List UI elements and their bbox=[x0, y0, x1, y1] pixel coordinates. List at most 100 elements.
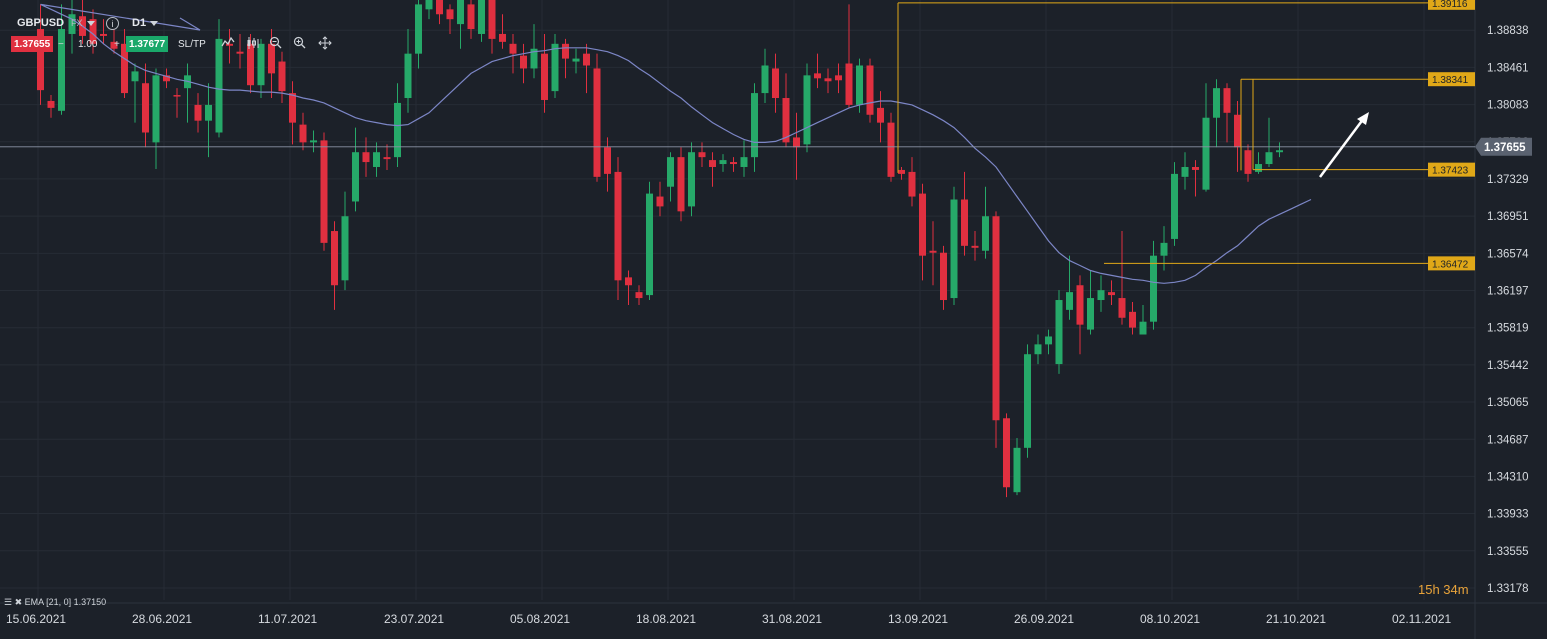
zoom-out-icon[interactable] bbox=[269, 36, 282, 52]
candle-body bbox=[1013, 447, 1021, 493]
level-label: 1.36472 bbox=[1432, 259, 1469, 270]
candle-body bbox=[352, 152, 359, 202]
candle-body bbox=[215, 38, 223, 133]
y-tick-label: 1.35819 bbox=[1487, 323, 1529, 335]
chevron-down-icon bbox=[150, 20, 159, 26]
candle-body bbox=[1276, 150, 1283, 153]
candle-body bbox=[436, 0, 443, 15]
candle-body bbox=[415, 4, 422, 54]
candle-body bbox=[142, 83, 149, 133]
candle-body bbox=[194, 104, 202, 121]
candle-body bbox=[667, 157, 674, 187]
candle-body bbox=[898, 169, 905, 174]
candle-body bbox=[677, 157, 685, 212]
candle-body bbox=[541, 53, 548, 100]
candle-body bbox=[152, 75, 160, 143]
y-tick-label: 1.33933 bbox=[1487, 509, 1529, 521]
move-icon[interactable] bbox=[318, 36, 332, 53]
symbol-label[interactable]: GBPUSD bbox=[17, 17, 65, 29]
candle-body bbox=[919, 193, 926, 256]
candle-body bbox=[961, 199, 968, 246]
x-tick-label: 18.08.2021 bbox=[636, 612, 696, 626]
candle-body bbox=[163, 75, 170, 82]
candle-body bbox=[1171, 173, 1178, 239]
candle-body bbox=[1181, 166, 1189, 177]
lot-increase-button[interactable]: + bbox=[114, 38, 120, 50]
level-label-box bbox=[1428, 162, 1475, 177]
current-price-label: 1.37655 bbox=[1484, 142, 1526, 154]
candle-body bbox=[446, 9, 454, 20]
lot-size-input[interactable]: 1.00 bbox=[78, 38, 98, 50]
candle-body bbox=[100, 33, 107, 36]
timeframe-selector[interactable]: D1 bbox=[132, 14, 159, 32]
candle-body bbox=[47, 100, 55, 108]
candle-body bbox=[341, 216, 349, 281]
x-tick-label: 21.10.2021 bbox=[1266, 612, 1326, 626]
candle-body bbox=[1192, 166, 1199, 170]
zoom-in-icon[interactable] bbox=[293, 36, 306, 52]
info-icon[interactable]: i bbox=[106, 17, 119, 30]
indicator-label: EMA [21, 0] 1.37150 bbox=[24, 597, 107, 607]
candle-body bbox=[572, 58, 580, 62]
candle-body bbox=[929, 250, 937, 253]
candle-body bbox=[656, 196, 664, 207]
candle-body bbox=[530, 48, 538, 69]
candle-body bbox=[299, 124, 307, 143]
candle-body bbox=[1097, 290, 1105, 301]
x-tick-label: 23.07.2021 bbox=[384, 612, 444, 626]
x-tick-label: 26.09.2021 bbox=[1014, 612, 1074, 626]
buy-button[interactable]: 1.37677 bbox=[126, 36, 169, 52]
candle-body bbox=[562, 43, 569, 59]
candle-body bbox=[1139, 321, 1147, 335]
candle-body bbox=[520, 55, 527, 69]
candle-body bbox=[1234, 114, 1241, 148]
x-tick-label: 11.07.2021 bbox=[258, 612, 317, 626]
candle-body bbox=[509, 43, 517, 54]
candle-body bbox=[887, 122, 895, 177]
candle-body bbox=[646, 193, 653, 296]
candle-body bbox=[845, 63, 853, 105]
x-tick-label: 08.10.2021 bbox=[1140, 612, 1200, 626]
candle-body bbox=[856, 65, 863, 105]
candle-body bbox=[1066, 292, 1073, 310]
arrow-line bbox=[1318, 117, 1366, 178]
candle-body bbox=[1003, 418, 1010, 488]
candle-body bbox=[1244, 150, 1252, 174]
sell-button[interactable]: 1.37655 bbox=[11, 36, 54, 52]
candles-icon[interactable] bbox=[246, 36, 260, 53]
candle-body bbox=[814, 73, 821, 79]
indicator-legend[interactable]: ☰ ✖ EMA [21, 0] 1.37150 bbox=[4, 597, 106, 608]
candle-body bbox=[373, 152, 380, 167]
lot-decrease-button[interactable]: − bbox=[58, 38, 64, 50]
candle-body bbox=[698, 152, 706, 158]
level-label-box bbox=[1428, 256, 1475, 271]
candle-body bbox=[551, 43, 559, 92]
candle-body bbox=[866, 65, 874, 115]
candle-body bbox=[709, 160, 716, 167]
candle-body bbox=[782, 98, 790, 143]
candle-body bbox=[1087, 298, 1094, 330]
candle-body bbox=[68, 14, 76, 34]
sltp-button[interactable]: SL/TP bbox=[178, 38, 206, 50]
y-tick-label: 1.37329 bbox=[1487, 174, 1529, 186]
candle-body bbox=[1024, 354, 1031, 448]
candle-body bbox=[58, 29, 65, 111]
candle-body bbox=[950, 199, 958, 299]
candle-body bbox=[268, 43, 275, 74]
market-selector[interactable]: FX bbox=[71, 14, 95, 32]
x-tick-label: 13.09.2021 bbox=[888, 612, 948, 626]
x-tick-label: 15.06.2021 bbox=[6, 612, 66, 626]
candle-body bbox=[730, 162, 737, 165]
y-tick-label: 1.34310 bbox=[1487, 471, 1529, 483]
y-tick-label: 1.36951 bbox=[1487, 211, 1529, 223]
level-label-box bbox=[1428, 72, 1475, 87]
candle-body bbox=[257, 43, 265, 86]
candle-body bbox=[625, 277, 632, 286]
line-chart-icon[interactable] bbox=[221, 36, 235, 51]
candle-body bbox=[719, 160, 727, 165]
candle-body bbox=[793, 137, 800, 148]
candle-body bbox=[478, 0, 485, 34]
candle-body bbox=[1213, 88, 1220, 118]
candle-body bbox=[740, 157, 748, 167]
